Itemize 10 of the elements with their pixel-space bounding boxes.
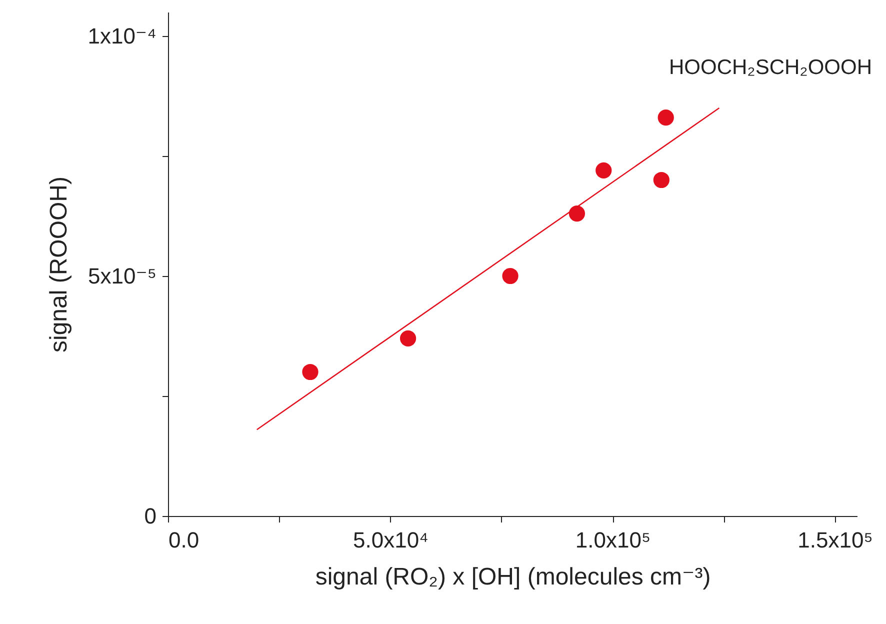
y-axis-title: signal (ROOOH) xyxy=(46,176,73,353)
x-axis-title: signal (RO₂) x [OH] (molecules cm⁻³) xyxy=(315,564,711,590)
y-tick-label: 1x10⁻⁴ xyxy=(88,24,156,48)
x-tick-label: 5.0x10⁴ xyxy=(353,528,429,552)
y-tick-label: 5x10⁻⁵ xyxy=(88,264,156,288)
x-tick-label: 1.0x10⁵ xyxy=(575,528,651,552)
y-tick-label: 0 xyxy=(144,504,156,528)
x-tick-label: 0.0 xyxy=(168,528,200,552)
annotation: HOOCH₂SCH₂OOOH xyxy=(669,56,872,79)
x-tick-label: 1.5x10⁵ xyxy=(798,528,873,552)
